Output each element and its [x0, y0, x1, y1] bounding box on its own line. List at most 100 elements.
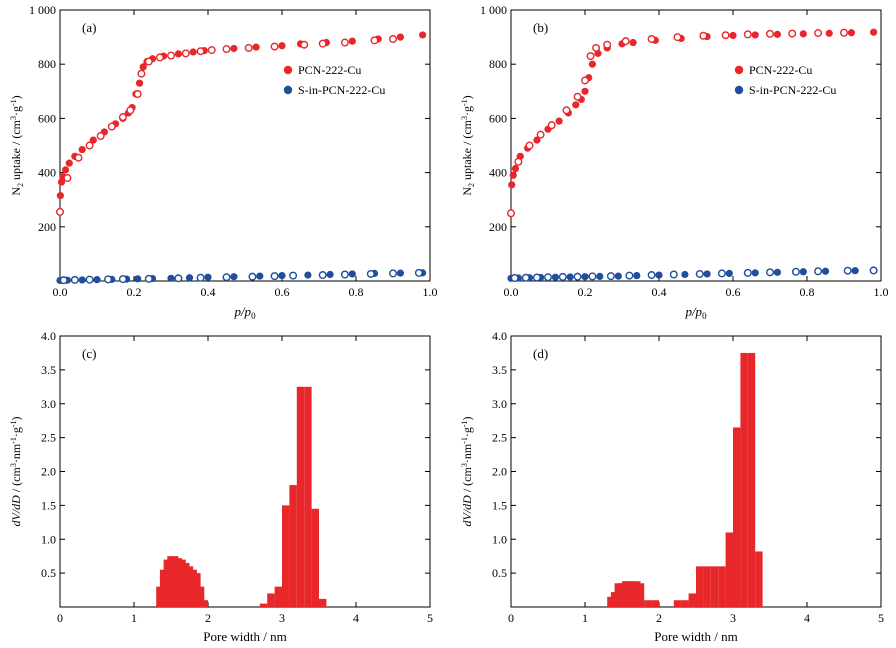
desorption-point [340, 38, 349, 47]
histogram-bar [274, 586, 282, 607]
y-tick-label: 0.5 [492, 566, 507, 580]
histogram-bar [259, 603, 268, 607]
adsorption-point [773, 30, 782, 38]
histogram-bar [681, 600, 689, 607]
adsorption-point [135, 79, 144, 87]
adsorption-point [581, 273, 589, 281]
x-tick-label: 0.6 [275, 285, 290, 299]
desorption-point [389, 269, 398, 278]
x-tick-label: 1.0 [423, 285, 438, 299]
plot-frame [59, 335, 431, 608]
desorption-point [244, 43, 253, 52]
adsorption-point [629, 38, 637, 47]
desorption-point [270, 272, 279, 281]
y-tick-label: 200 [489, 220, 507, 234]
desorption-point [699, 31, 708, 40]
legend-marker [734, 85, 744, 95]
desorption-point [766, 268, 775, 277]
desorption-point [270, 42, 279, 51]
desorption-point [673, 33, 682, 42]
adsorption-point [348, 270, 356, 278]
adsorption-point [93, 276, 101, 284]
chart-panel-1: 0.0 0.2 0.4 0.6 0.8 1.0 200 400 600 800 1 000 (a) p/… [9, 3, 438, 321]
panel-label: (d) [533, 346, 548, 361]
desorption-point [340, 270, 349, 279]
y-tick-label: 600 [489, 111, 507, 125]
desorption-point [606, 272, 615, 281]
legend-marker [734, 65, 744, 75]
chart-panel-4: 0 1 2 3 4 5 0.5 1.0 1.5 2.0 2.5 3.0 3.5 4.0 (d) Pore wi… [460, 329, 884, 644]
chart-panel-3: 0 1 2 3 4 5 0.5 1.0 1.5 2.0 2.5 3.0 3.5 4.0 (c) Pore wi… [9, 329, 433, 644]
desorption-point [56, 207, 65, 216]
y-tick-label: 3.0 [41, 397, 56, 411]
adsorption-point [278, 271, 286, 280]
desorption-point [144, 57, 153, 66]
y-tick-label: 800 [38, 57, 56, 71]
desorption-point [96, 132, 105, 141]
adsorption-point [799, 268, 807, 276]
desorption-point [843, 266, 852, 275]
histogram-bar [296, 386, 305, 607]
histogram-bar [747, 352, 756, 607]
desorption-point [647, 34, 656, 43]
x-axis-label: p/p0 [233, 304, 256, 321]
adsorption-point [751, 31, 759, 39]
adsorption-point [773, 268, 782, 276]
data-points [507, 28, 878, 283]
adsorption-point [304, 271, 312, 279]
x-tick-label: 0.8 [349, 285, 364, 299]
legend-marker [283, 85, 293, 95]
histogram-bar [282, 505, 290, 607]
x-axis-label: Pore width / nm [203, 629, 286, 644]
bars [607, 352, 763, 607]
adsorption-point [821, 267, 830, 275]
histogram-bar [200, 600, 208, 607]
x-tick-label: 3 [730, 611, 736, 625]
adsorption-point [799, 30, 807, 38]
desorption-point [562, 106, 571, 115]
adsorption-point [555, 117, 563, 125]
desorption-point [558, 272, 567, 281]
x-tick-label: 1.0 [874, 285, 889, 299]
desorption-point [174, 274, 183, 283]
y-tick-label: 1.5 [41, 498, 56, 512]
x-tick-label: 5 [427, 611, 433, 625]
adsorption-point [134, 275, 142, 283]
legend-marker [283, 65, 293, 75]
legend-entry: S-in-PCN-222-Cu [749, 83, 836, 97]
desorption-point [766, 29, 775, 38]
desorption-point [743, 268, 752, 277]
panel-label: (b) [533, 20, 548, 35]
histogram-bar [636, 583, 645, 607]
adsorption-point [825, 29, 833, 37]
desorption-point [510, 274, 519, 283]
desorption-point [573, 272, 582, 281]
desorption-point [788, 29, 797, 38]
adsorption-point [596, 272, 604, 280]
x-tick-label: 0.0 [53, 285, 68, 299]
desorption-point [196, 47, 205, 56]
histogram-bar [311, 508, 319, 607]
histogram-bar [651, 600, 659, 607]
adsorption-point [185, 274, 194, 282]
desorption-point [318, 39, 327, 48]
y-tick-label: 2.0 [492, 465, 507, 479]
histogram-bar [755, 551, 763, 607]
legend-entry: PCN-222-Cu [298, 63, 361, 77]
adsorption-point [581, 87, 589, 95]
adsorption-point [256, 272, 264, 280]
desorption-point [525, 141, 534, 150]
adsorption-point [396, 33, 404, 41]
adsorption-point [61, 166, 70, 174]
desorption-point [414, 268, 423, 277]
desorption-point [137, 69, 146, 78]
y-tick-label: 400 [489, 166, 507, 180]
histogram-bar [688, 593, 696, 607]
histogram-bar [740, 352, 748, 607]
x-tick-label: 2 [656, 611, 662, 625]
desorption-point [222, 273, 231, 282]
histogram-bar [725, 532, 733, 607]
desorption-point [717, 269, 726, 278]
desorption-point [814, 29, 823, 38]
adsorption-point [326, 270, 334, 279]
